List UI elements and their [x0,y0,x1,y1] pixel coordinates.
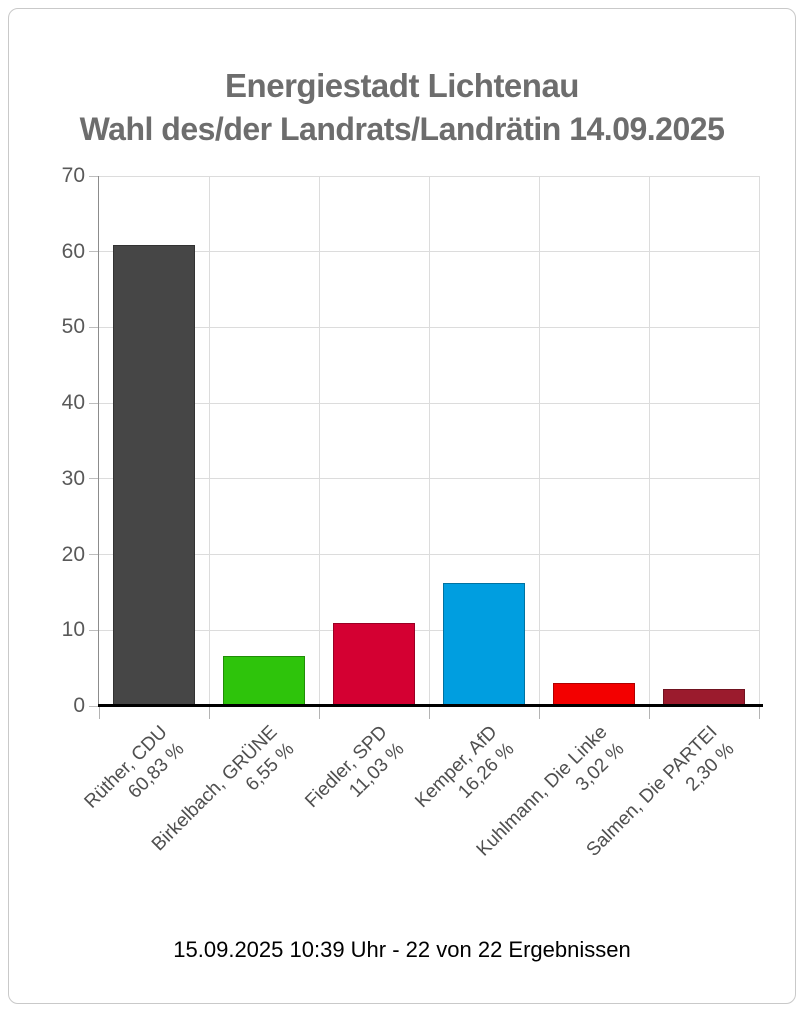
x-tick-mark [428,706,430,719]
y-tick-mark [89,705,99,707]
y-axis-tick-label: 60 [61,239,85,263]
y-tick-mark [89,629,99,631]
x-gridline [318,176,320,706]
x-tick-mark [98,706,100,719]
x-tick-mark [538,706,540,719]
y-axis-line [98,176,99,706]
x-gridline [428,176,430,706]
x-axis-line [98,704,763,707]
bar-kuhlmann-die-linke [553,683,635,706]
y-axis-tick-label: 30 [61,466,85,490]
y-tick-mark [89,251,99,253]
bar-ruether-cdu [113,245,195,706]
x-tick-mark [648,706,650,719]
result-status-line: 15.09.2025 10:39 Uhr - 22 von 22 Ergebni… [173,937,631,962]
x-tick-mark [208,706,210,719]
x-gridline [758,176,760,706]
y-tick-mark [89,554,99,556]
y-tick-mark [89,402,99,404]
bar-kemper-afd [443,582,525,706]
y-tick-mark [89,478,99,480]
bar-fiedler-spd [333,622,415,706]
x-gridline [648,176,650,706]
y-tick-mark [89,175,99,177]
y-axis-tick-label: 50 [61,315,85,339]
x-gridline [538,176,540,706]
y-axis-tick-label: 70 [61,164,85,187]
chart-title: Energiestadt Lichtenau [225,67,579,104]
x-gridline [208,176,210,706]
y-axis-tick-label: 40 [61,391,85,415]
y-axis-tick-label: 10 [61,618,85,642]
x-tick-mark [318,706,320,719]
y-axis-tick-label: 20 [61,542,85,566]
results-card: Energiestadt Lichtenau Wahl des/der Land… [8,8,796,1004]
y-axis-tick-label: 0 [73,694,85,717]
chart-subtitle: Wahl des/der Landrats/Landrätin 14.09.20… [79,111,725,147]
bar-birkelbach-gruene [223,656,305,706]
plot-area: 0 10 20 30 40 50 60 70 Rüther, CDU 60,83 % Birkelb… [62,164,763,861]
y-tick-mark [89,326,99,328]
x-tick-mark [758,706,760,719]
